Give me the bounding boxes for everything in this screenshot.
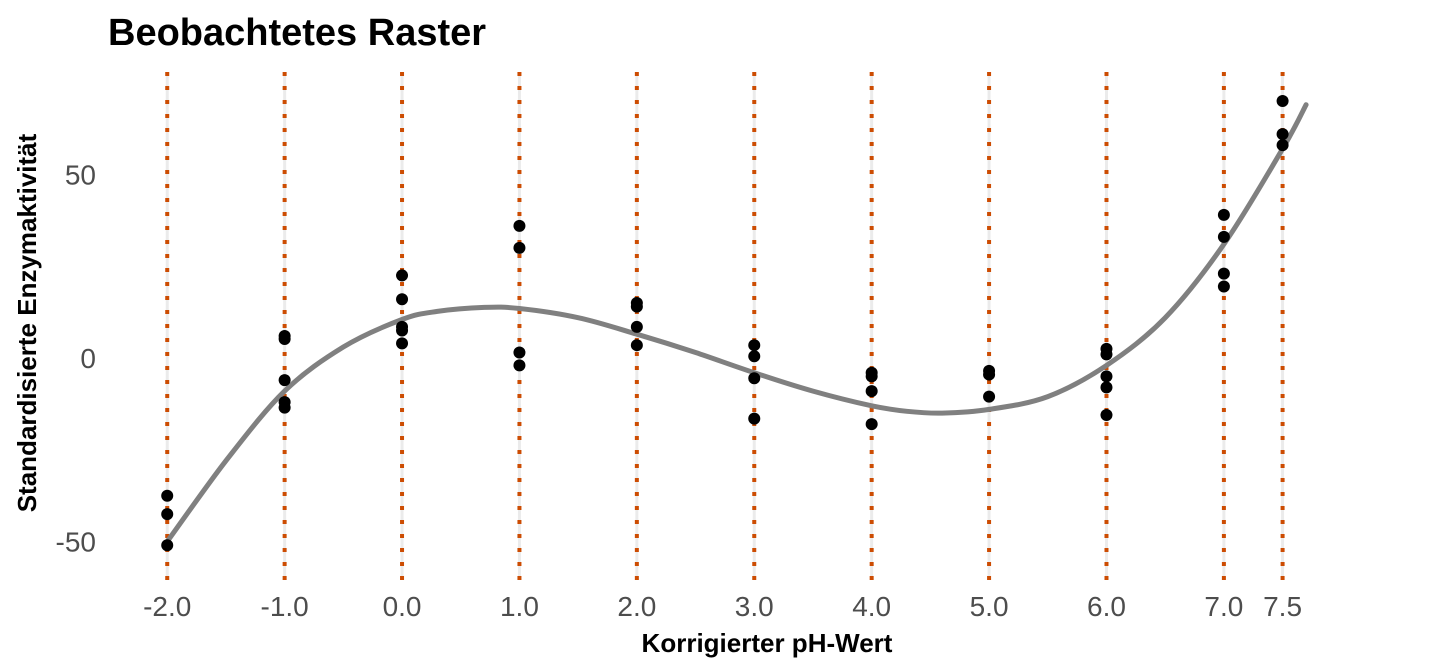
x-tick-label: 6.0 bbox=[1087, 591, 1126, 622]
x-tick-label: 1.0 bbox=[500, 591, 539, 622]
y-tick-label: 0 bbox=[80, 343, 96, 374]
data-point bbox=[161, 539, 174, 552]
data-point bbox=[278, 332, 291, 345]
data-point bbox=[513, 241, 526, 254]
data-points bbox=[161, 95, 1289, 552]
x-axis-title: Korrigierter pH-Wert bbox=[642, 628, 893, 658]
x-tick-label: 4.0 bbox=[852, 591, 891, 622]
data-point bbox=[1100, 381, 1113, 394]
x-tick-label: 7.0 bbox=[1204, 591, 1243, 622]
chart-title: Beobachtetes Raster bbox=[108, 12, 486, 54]
data-point bbox=[161, 489, 174, 502]
data-point bbox=[396, 337, 409, 350]
data-point bbox=[1276, 128, 1289, 141]
reference-lines bbox=[165, 72, 1285, 580]
data-point bbox=[1100, 370, 1113, 383]
data-point bbox=[513, 359, 526, 372]
data-point bbox=[161, 508, 174, 521]
data-point bbox=[865, 418, 878, 431]
data-point bbox=[1217, 230, 1230, 243]
data-point bbox=[1276, 139, 1289, 152]
y-axis: -50 0 50 bbox=[56, 159, 96, 557]
x-tick-label: 5.0 bbox=[970, 591, 1009, 622]
data-point bbox=[630, 300, 643, 313]
data-point bbox=[865, 370, 878, 383]
data-point bbox=[1217, 280, 1230, 293]
y-axis-title: Standardisierte Enzymaktivität bbox=[12, 133, 42, 512]
x-tick-label: 7.5 bbox=[1263, 591, 1302, 622]
x-axis: -2.0 -1.0 0.0 1.0 2.0 3.0 4.0 5.0 6.0 7.0 7.5 bbox=[143, 591, 1302, 622]
data-point bbox=[1100, 408, 1113, 421]
y-tick-label: 50 bbox=[65, 159, 96, 190]
data-point bbox=[513, 346, 526, 359]
data-point bbox=[278, 374, 291, 387]
data-point bbox=[748, 372, 761, 385]
data-point bbox=[630, 339, 643, 352]
data-point bbox=[748, 350, 761, 363]
gridlines bbox=[165, 72, 1285, 580]
data-point bbox=[748, 339, 761, 352]
x-tick-label: 3.0 bbox=[735, 591, 774, 622]
data-point bbox=[630, 320, 643, 333]
data-point bbox=[1217, 208, 1230, 221]
fit-line bbox=[164, 102, 1309, 545]
data-point bbox=[396, 269, 409, 282]
data-point bbox=[396, 293, 409, 306]
x-tick-label: 2.0 bbox=[617, 591, 656, 622]
data-point bbox=[396, 324, 409, 337]
y-tick-label: -50 bbox=[56, 527, 96, 558]
data-point bbox=[513, 219, 526, 232]
data-point bbox=[865, 385, 878, 398]
x-tick-label: 0.0 bbox=[383, 591, 422, 622]
plot-panel bbox=[161, 72, 1309, 580]
data-point bbox=[748, 412, 761, 425]
x-tick-label: -1.0 bbox=[261, 591, 309, 622]
x-tick-label: -2.0 bbox=[143, 591, 191, 622]
data-point bbox=[983, 368, 996, 381]
data-point bbox=[1276, 95, 1289, 108]
data-point bbox=[1100, 348, 1113, 361]
data-point bbox=[983, 390, 996, 403]
data-point bbox=[1217, 267, 1230, 280]
fit-line-layer bbox=[164, 102, 1309, 545]
data-point bbox=[278, 401, 291, 414]
